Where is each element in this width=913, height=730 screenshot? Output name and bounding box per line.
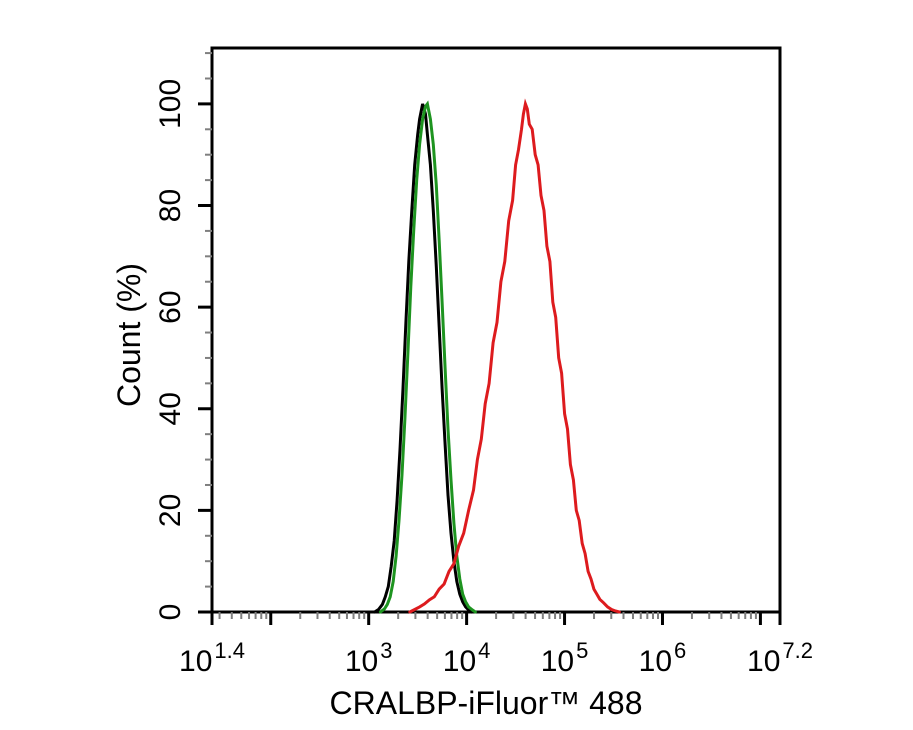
- y-tick-label: 80: [154, 189, 187, 222]
- y-tick-label: 20: [154, 494, 187, 527]
- x-tick-label: 106: [639, 638, 687, 678]
- x-tick-label: 107.2: [747, 638, 813, 678]
- y-tick-label: 0: [154, 604, 187, 621]
- y-axis-title: Count (%): [111, 263, 147, 407]
- curves-layer: [373, 98, 621, 614]
- y-tick-label: 60: [154, 290, 187, 323]
- x-tick-label: 104: [443, 638, 491, 678]
- axes-layer: 101.4 103 104 105 106 107.2 0 20 40 60 80 100: [154, 46, 813, 678]
- x-tick-label: 103: [345, 638, 393, 678]
- y-tick-label: 40: [154, 392, 187, 425]
- histogram-curve-black: [373, 103, 473, 614]
- histogram-curve-red: [408, 98, 621, 614]
- histogram-curve-green: [378, 100, 477, 614]
- y-tick-label: 100: [154, 79, 187, 129]
- x-tick-label: 101.4: [179, 638, 245, 678]
- x-axis-title: CRALBP-iFluor™ 488: [330, 685, 643, 721]
- x-tick-label: 105: [541, 638, 589, 678]
